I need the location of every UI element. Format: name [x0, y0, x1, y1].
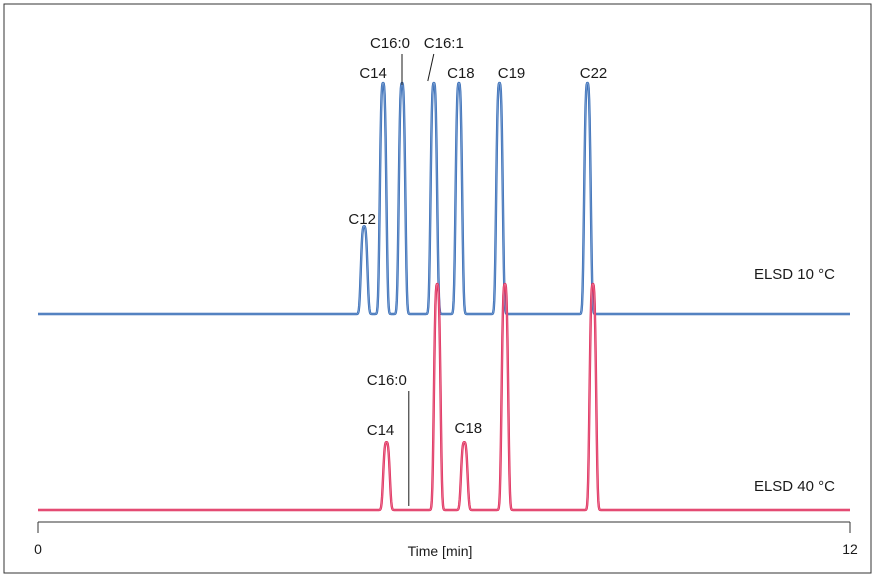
- trace-label-elsd-40: ELSD 40 °C: [754, 478, 835, 495]
- peak-label-c16-0-s1: C16:0: [367, 372, 407, 389]
- peak-label-c22-s0: C22: [580, 65, 608, 82]
- leader-line-c16-1-s0: [427, 53, 435, 82]
- peak-label-c18-s0: C18: [447, 65, 475, 82]
- trace-highlight-elsd-10: [38, 82, 850, 315]
- x-tick-label-12: 12: [842, 541, 858, 557]
- x-axis: 0 12 Time [min]: [34, 521, 858, 559]
- x-axis-title: Time [min]: [408, 543, 473, 559]
- peak-label-c18-s1: C18: [455, 420, 483, 437]
- trace-line-elsd-40: [37, 282, 851, 512]
- peak-labels: C12 C14 C16:0 C16:1 C18 C19 C22 C14 C16:0 C18: [348, 35, 607, 506]
- x-tick-label-0: 0: [34, 541, 42, 557]
- peak-label-c16-1-s0: C16:1: [424, 35, 464, 52]
- trace-line-elsd-10: [37, 81, 851, 316]
- peak-label-c14-s0: C14: [359, 65, 387, 82]
- peak-label-c16-0-s0: C16:0: [370, 35, 410, 52]
- peak-label-c19-s0: C19: [498, 65, 526, 82]
- trace-highlight-elsd-40: [38, 283, 850, 511]
- traces: [37, 81, 851, 512]
- peak-label-c14-s1: C14: [367, 422, 395, 439]
- trace-label-elsd-10: ELSD 10 °C: [754, 266, 835, 283]
- peak-label-c12-s0: C12: [348, 211, 376, 228]
